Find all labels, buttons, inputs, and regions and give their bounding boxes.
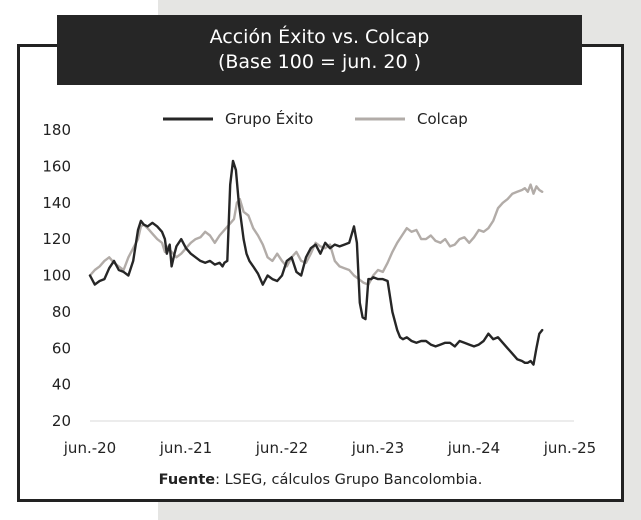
x-tick-label: jun.-22 — [255, 439, 308, 457]
y-tick-label: 140 — [42, 194, 71, 212]
y-tick-label: 180 — [42, 121, 71, 139]
y-tick-label: 80 — [52, 303, 71, 321]
source-label: Fuente — [159, 472, 215, 488]
x-tick-label: jun.-20 — [63, 439, 116, 457]
y-tick-label: 40 — [52, 376, 71, 394]
x-tick-label: jun.-24 — [447, 439, 500, 457]
source-text: : LSEG, cálculos Grupo Bancolombia. — [215, 472, 482, 488]
x-tick-label: jun.-23 — [351, 439, 404, 457]
x-tick-label: jun.-25 — [543, 439, 596, 457]
y-tick-label: 100 — [42, 267, 71, 285]
x-tick-label: jun.-21 — [159, 439, 212, 457]
legend-label: Colcap — [417, 110, 468, 128]
legend: Grupo Éxito Colcap — [163, 109, 468, 128]
legend-label: Grupo Éxito — [225, 109, 313, 128]
y-tick-label: 160 — [42, 157, 71, 175]
axes-layer: 20 40 60 80 100 120 140 160 180 jun.-20 jun.-21 jun… — [42, 121, 596, 457]
source-note: Fuente: LSEG, cálculos Grupo Bancolombia… — [0, 472, 641, 488]
y-tick-label: 20 — [52, 412, 71, 430]
y-tick-label: 60 — [52, 339, 71, 357]
series-line-colcap — [90, 185, 542, 285]
series-line-grupo-xito — [90, 161, 542, 365]
y-tick-label: 120 — [42, 230, 71, 248]
series-layer — [90, 161, 542, 365]
